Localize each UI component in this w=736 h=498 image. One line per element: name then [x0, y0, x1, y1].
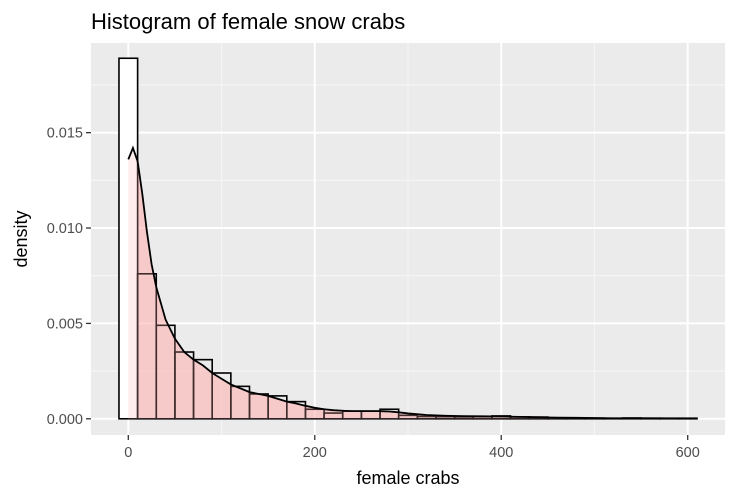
density-area-layer [128, 147, 688, 419]
grid-minor [91, 43, 725, 435]
density-curve [127, 145, 688, 420]
y-tick-label: 0.010 [47, 221, 83, 237]
density-area [128, 147, 688, 419]
density-area-overlay [128, 147, 688, 419]
x-tick-label: 600 [676, 445, 700, 461]
histogram-bars [118, 57, 698, 420]
x-axis-title: female crabs [356, 468, 459, 488]
x-tick-label: 200 [303, 445, 327, 461]
x-tick-label: 400 [489, 445, 513, 461]
chart-title: Histogram of female snow crabs [91, 9, 405, 34]
histogram-bar [379, 408, 400, 420]
x-axis: 0 200 400 600 [124, 435, 700, 461]
y-axis: 0.000 0.005 0.010 0.015 [47, 126, 91, 428]
y-tick-label: 0.015 [47, 126, 83, 142]
density-line-layer [127, 145, 688, 420]
x-tick-label: 0 [124, 445, 132, 461]
y-tick-label: 0.000 [47, 412, 83, 428]
y-tick-label: 0.005 [47, 316, 83, 332]
y-axis-title: density [11, 210, 31, 267]
